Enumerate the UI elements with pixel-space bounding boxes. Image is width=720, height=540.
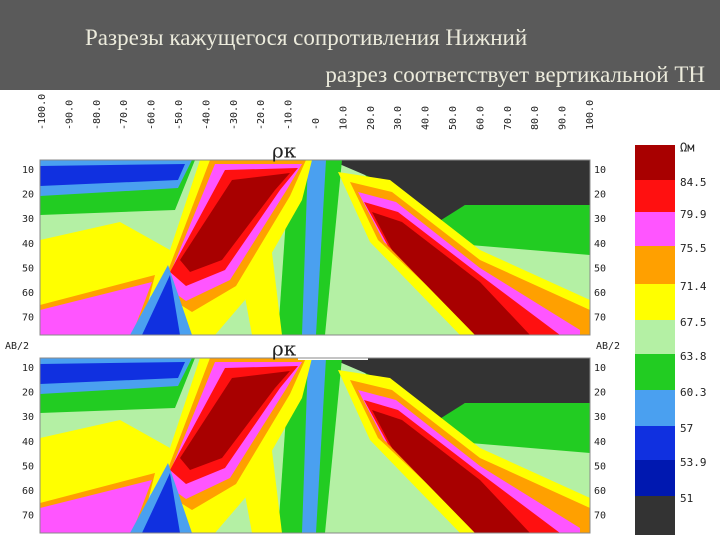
legend-swatch — [635, 246, 675, 284]
x-label: -20.0 — [256, 100, 267, 130]
legend-swatch — [635, 284, 675, 320]
x-label: -40.0 — [201, 100, 212, 130]
x-label: 50.0 — [448, 106, 459, 130]
section-top — [40, 160, 590, 335]
x-label: -0 — [311, 118, 322, 130]
x-label: -80.0 — [92, 100, 103, 130]
x-label: -30.0 — [229, 100, 240, 130]
depth-label: 30 — [594, 214, 606, 225]
x-label: -100.0 — [37, 94, 48, 130]
label-box — [298, 335, 368, 360]
depth-label: 30 — [22, 214, 34, 225]
depth-label: 50 — [594, 461, 606, 472]
depth-label: 60 — [594, 486, 606, 497]
legend-label: 67.5 — [680, 316, 707, 329]
depth-label: 20 — [22, 388, 34, 399]
axis-label: AB/2 — [596, 341, 620, 352]
x-label: -60.0 — [147, 100, 158, 130]
legend-swatch — [635, 496, 675, 535]
legend-swatch — [635, 145, 675, 180]
frame — [39, 159, 591, 336]
legend-label: 84.5 — [680, 176, 707, 189]
legend-swatch — [635, 320, 675, 354]
legend-label: 53.9 — [680, 456, 707, 469]
legend-swatch — [635, 460, 675, 496]
depth-label: 30 — [594, 412, 606, 423]
depth-label: 40 — [594, 239, 606, 250]
depth-label: 40 — [594, 437, 606, 448]
depth-label: 50 — [22, 461, 34, 472]
legend-swatch — [635, 180, 675, 212]
x-label: 70.0 — [503, 106, 514, 130]
legend-swatch — [635, 212, 675, 246]
depth-label: 60 — [594, 288, 606, 299]
depth-label: 30 — [22, 412, 34, 423]
depth-label: 70 — [594, 313, 606, 324]
frame — [39, 357, 591, 534]
depth-label: 40 — [22, 437, 34, 448]
legend-label: 75.5 — [680, 242, 707, 255]
legend-unit: Ωм — [680, 141, 694, 155]
depth-label: 50 — [594, 263, 606, 274]
depth-label: 60 — [22, 288, 34, 299]
x-label: 20.0 — [366, 106, 377, 130]
x-label: 30.0 — [393, 106, 404, 130]
legend-swatch — [635, 354, 675, 390]
x-label: -50.0 — [174, 100, 185, 130]
x-label: 10.0 — [338, 106, 349, 130]
depth-label: 50 — [22, 263, 34, 274]
x-label: -70.0 — [119, 100, 130, 130]
panel-label: ρк — [272, 337, 297, 361]
panel-label: ρк — [272, 139, 297, 163]
section-bottom — [40, 358, 590, 533]
depth-label: 10 — [594, 165, 606, 176]
depth-label: 20 — [22, 190, 34, 201]
depth-label: 60 — [22, 486, 34, 497]
x-label: 90.0 — [558, 106, 569, 130]
legend-label: 63.8 — [680, 350, 707, 363]
x-label: -10.0 — [284, 100, 295, 130]
legend-label: 57 — [680, 422, 693, 435]
title-line: разрез соответствует вертикальной ТН — [325, 62, 705, 87]
legend-label: 71.4 — [680, 280, 707, 293]
x-label: 40.0 — [421, 106, 432, 130]
depth-label: 70 — [594, 511, 606, 522]
x-label: -90.0 — [64, 100, 75, 130]
depth-label: 70 — [22, 313, 34, 324]
x-label: 60.0 — [475, 106, 486, 130]
x-label: 100.0 — [585, 100, 596, 130]
depth-label: 10 — [22, 165, 34, 176]
title-line: Разрезы кажущегося сопротивления Нижний — [85, 25, 527, 50]
depth-label: 20 — [594, 388, 606, 399]
legend-label: 51 — [680, 492, 693, 505]
legend-label: 60.3 — [680, 386, 707, 399]
legend-swatch — [635, 390, 675, 426]
axis-label: AB/2 — [5, 341, 29, 352]
x-label: 80.0 — [530, 106, 541, 130]
depth-label: 10 — [594, 363, 606, 374]
title-bar — [0, 0, 720, 90]
depth-label: 70 — [22, 511, 34, 522]
depth-label: 20 — [594, 190, 606, 201]
depth-label: 40 — [22, 239, 34, 250]
legend-swatch — [635, 426, 675, 460]
depth-label: 10 — [22, 363, 34, 374]
legend-label: 79.9 — [680, 208, 707, 221]
labels: -100.0 -90.0 -80.0 -70.0 -60.0 -50.0 -40.0 -30.… — [5, 94, 707, 535]
